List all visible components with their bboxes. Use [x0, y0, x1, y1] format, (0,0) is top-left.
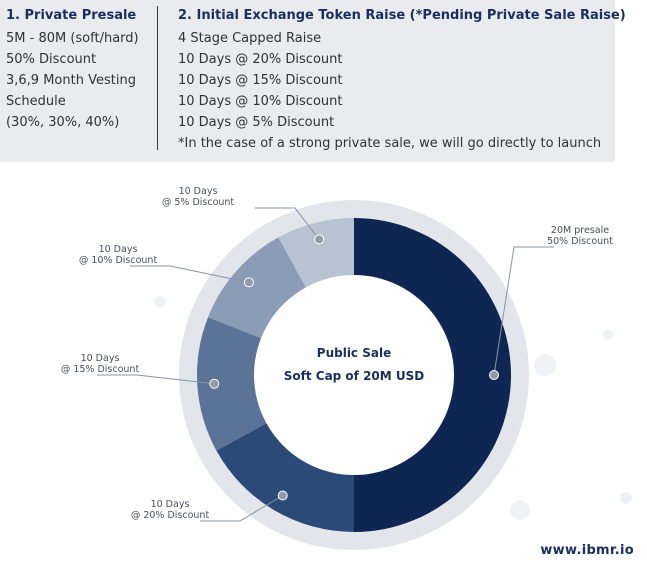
column-divider	[157, 6, 158, 150]
ieo-column: 2. Initial Exchange Token Raise (*Pendin…	[178, 7, 626, 154]
center-label-line-2: Soft Cap of 20M USD	[284, 369, 425, 383]
slice-label: @ 10% Discount	[79, 255, 158, 266]
leader-line	[97, 374, 215, 385]
center-label-line-1: Public Sale	[317, 346, 391, 360]
ieo-line: 10 Days @ 5% Discount	[178, 115, 335, 130]
leader-line	[130, 265, 250, 283]
website-url[interactable]: www.ibmr.io	[540, 543, 634, 558]
ieo-line: 10 Days @ 10% Discount	[178, 94, 343, 109]
leader-dot	[209, 378, 220, 389]
slice-label: 10 Days	[99, 244, 138, 255]
private-presale-column: 1. Private Presale 5M - 80M (soft/hard) …	[6, 7, 139, 133]
slice-label: 10 Days	[179, 186, 218, 197]
presale-line: Schedule	[6, 94, 66, 109]
slice-label: 50% Discount	[547, 236, 613, 247]
slice-label: @ 15% Discount	[61, 364, 140, 375]
leader-line	[200, 495, 283, 522]
slice-label: @ 20% Discount	[131, 510, 210, 521]
leader-line	[255, 207, 320, 240]
ieo-line: *In the case of a strong private sale, w…	[178, 136, 602, 151]
presale-line: (30%, 30%, 40%)	[6, 115, 120, 130]
slice-label: 20M presale	[551, 225, 609, 236]
ieo-line: 4 Stage Capped Raise	[178, 31, 322, 46]
leader-line	[493, 246, 554, 376]
leader-dot	[489, 370, 499, 380]
slice-label: @ 5% Discount	[162, 197, 235, 208]
info-panel: 1. Private Presale 5M - 80M (soft/hard) …	[0, 0, 626, 162]
presale-title: 1. Private Presale	[6, 8, 137, 23]
leader-dot	[243, 277, 254, 288]
presale-line: 3,6,9 Month Vesting	[6, 73, 136, 88]
ieo-line: 10 Days @ 15% Discount	[178, 73, 343, 88]
presale-line: 50% Discount	[6, 52, 97, 67]
donut-hole	[254, 275, 454, 475]
slice-label: 10 Days	[81, 353, 120, 364]
slice-label: 10 Days	[151, 499, 190, 510]
presale-line: 5M - 80M (soft/hard)	[6, 31, 139, 46]
ieo-line: 10 Days @ 20% Discount	[178, 52, 343, 67]
ieo-title: 2. Initial Exchange Token Raise (*Pendin…	[178, 8, 626, 23]
leader-dot	[277, 490, 288, 501]
leader-dot	[314, 234, 325, 245]
